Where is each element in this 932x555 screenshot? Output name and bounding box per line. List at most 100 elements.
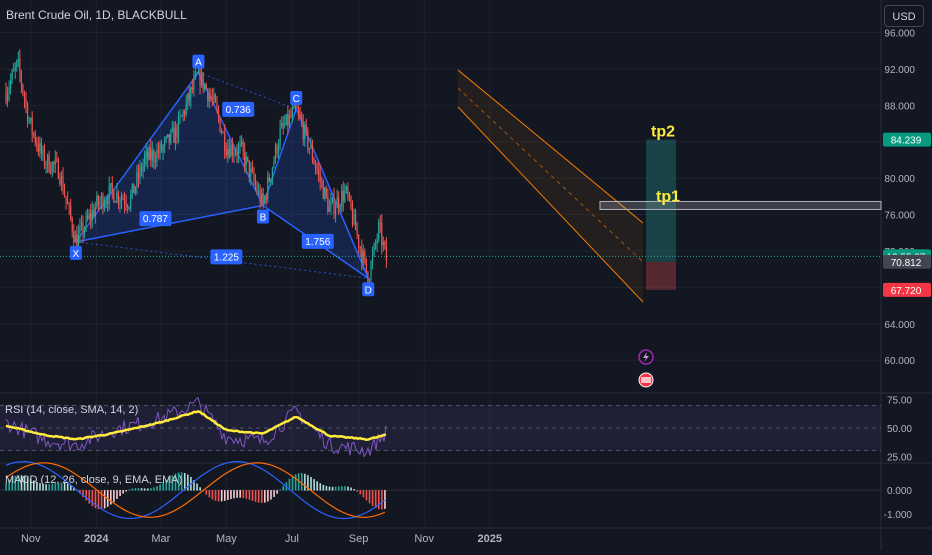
candle-body[interactable] [361,248,363,263]
candle-body[interactable] [154,160,156,162]
candle-body[interactable] [30,117,32,121]
candle-body[interactable] [46,154,49,165]
candle-body[interactable] [43,149,46,166]
candle-body[interactable] [250,168,252,177]
candle-body[interactable] [234,152,237,154]
candle-body[interactable] [150,147,152,160]
candle-body[interactable] [62,175,64,193]
candle-body[interactable] [322,182,324,199]
candle-body[interactable] [265,196,267,199]
candle-body[interactable] [113,190,115,203]
candle-body[interactable] [219,118,221,133]
candle-body[interactable] [111,183,113,191]
candle-body[interactable] [80,222,83,227]
candle-body[interactable] [85,215,87,229]
candle-body[interactable] [313,159,315,165]
candle-body[interactable] [259,190,261,204]
candle-body[interactable] [76,235,78,248]
candle-body[interactable] [56,159,58,161]
candlestick-series[interactable] [5,49,387,291]
candle-body[interactable] [254,181,257,186]
candle-body[interactable] [251,168,253,172]
candle-body[interactable] [159,143,161,154]
candle-body[interactable] [177,116,180,138]
candle-body[interactable] [314,164,317,169]
candle-body[interactable] [125,203,127,207]
candle-body[interactable] [73,231,75,242]
candle-body[interactable] [70,205,72,219]
candle-body[interactable] [291,109,294,117]
candle-body[interactable] [353,213,355,225]
candle-body[interactable] [8,88,10,94]
candle-body[interactable] [194,73,197,79]
candle-body[interactable] [311,145,314,160]
candle-body[interactable] [270,178,272,182]
candle-body[interactable] [60,175,63,185]
candle-body[interactable] [271,167,274,179]
candle-body[interactable] [67,200,69,205]
candle-body[interactable] [384,242,386,245]
price-axis[interactable]: 96.00092.00088.00084.00080.00076.00072.0… [882,28,932,521]
candle-body[interactable] [83,228,86,235]
candle-body[interactable] [237,146,240,155]
candle-body[interactable] [202,72,204,89]
candle-body[interactable] [231,144,233,155]
candle-body[interactable] [351,208,354,225]
candle-body[interactable] [40,142,43,154]
candle-body[interactable] [139,166,141,179]
candle-body[interactable] [334,207,337,215]
candle-body[interactable] [93,210,95,216]
candle-body[interactable] [127,206,129,208]
candle-body[interactable] [277,145,280,154]
candle-body[interactable] [137,172,140,179]
candle-body[interactable] [338,197,340,208]
candle-body[interactable] [222,132,224,134]
rsi-ma-line[interactable] [5,410,387,441]
candle-body[interactable] [257,190,260,193]
candle-body[interactable] [290,115,292,117]
candle-body[interactable] [367,271,369,286]
candle-body[interactable] [164,139,166,147]
candle-body[interactable] [279,127,281,146]
candle-body[interactable] [210,95,212,98]
candle-body[interactable] [281,123,283,128]
candle-body[interactable] [200,72,203,86]
candle-body[interactable] [82,222,84,235]
candle-body[interactable] [74,235,76,242]
candle-body[interactable] [123,199,126,204]
candle-body[interactable] [100,195,103,202]
candle-body[interactable] [120,198,123,202]
candle-body[interactable] [294,104,297,107]
candle-body[interactable] [354,213,357,231]
candle-body[interactable] [28,120,30,122]
candle-body[interactable] [287,114,289,126]
candle-body[interactable] [107,201,109,204]
candle-body[interactable] [213,94,215,99]
candle-body[interactable] [57,159,59,179]
rsi-pane[interactable] [0,396,881,458]
candle-body[interactable] [77,233,79,248]
candle-body[interactable] [253,171,255,182]
candle-body[interactable] [305,124,307,130]
candle-body[interactable] [382,242,384,246]
candle-body[interactable] [171,127,173,131]
candle-body[interactable] [157,150,160,154]
candle-body[interactable] [264,196,266,203]
candle-body[interactable] [71,218,73,232]
candle-body[interactable] [87,215,89,219]
candle-body[interactable] [284,124,286,126]
candle-body[interactable] [302,122,304,140]
candle-body[interactable] [128,207,130,209]
macd-pane[interactable] [0,460,881,520]
candle-body[interactable] [59,178,61,185]
candle-body[interactable] [274,145,277,161]
candle-body[interactable] [262,193,264,203]
candle-body[interactable] [345,186,347,191]
candle-body[interactable] [167,134,169,137]
candle-body[interactable] [364,251,366,259]
candle-body[interactable] [39,142,41,152]
candle-body[interactable] [140,166,143,172]
candle-body[interactable] [225,150,227,155]
candle-body[interactable] [299,112,301,118]
candle-body[interactable] [144,156,146,165]
